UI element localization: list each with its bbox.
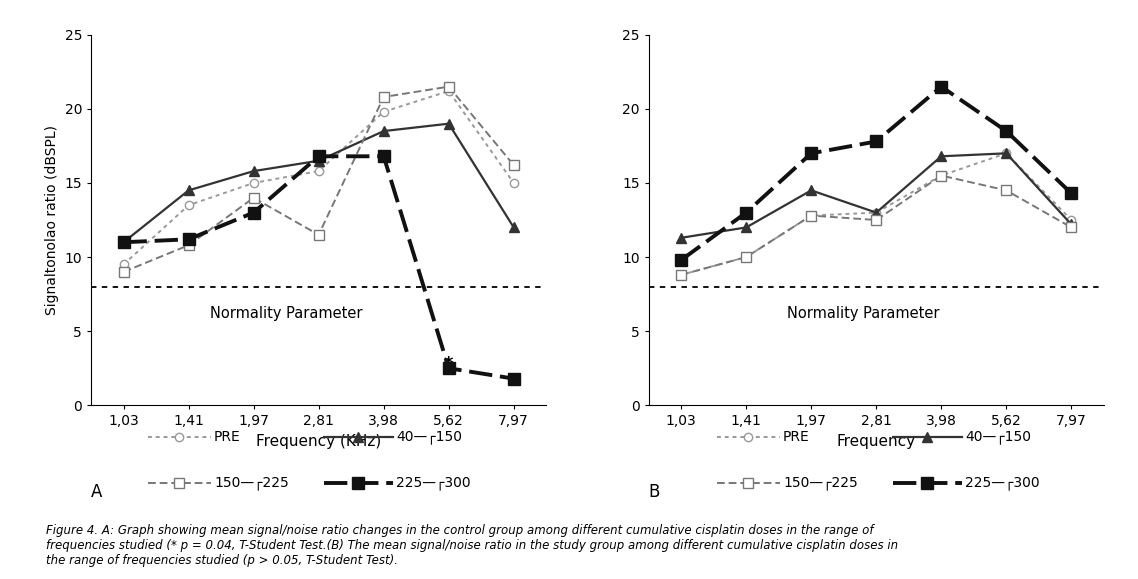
Text: Normality Parameter: Normality Parameter [209, 306, 362, 321]
Text: PRE: PRE [214, 430, 241, 444]
X-axis label: Frequency: Frequency [836, 434, 916, 449]
Text: 225—┌300: 225—┌300 [965, 477, 1040, 490]
Text: A: A [91, 483, 102, 501]
Text: 150—┌225: 150—┌225 [783, 477, 858, 490]
Text: 40—┌150: 40—┌150 [965, 430, 1031, 444]
Text: *: * [444, 355, 453, 373]
Text: Figure 4. A: Graph showing mean signal/noise ratio changes in the control group : Figure 4. A: Graph showing mean signal/n… [46, 524, 898, 567]
Text: Normality Parameter: Normality Parameter [787, 306, 940, 321]
Text: 40—┌150: 40—┌150 [396, 430, 462, 444]
X-axis label: Frequency (KHz): Frequency (KHz) [256, 434, 381, 449]
Text: B: B [649, 483, 660, 501]
Text: 225—┌300: 225—┌300 [396, 477, 471, 490]
Y-axis label: Signaltonolao ratio (dBSPL): Signaltonolao ratio (dBSPL) [44, 125, 59, 315]
Text: PRE: PRE [783, 430, 810, 444]
Text: 150—┌225: 150—┌225 [214, 477, 289, 490]
